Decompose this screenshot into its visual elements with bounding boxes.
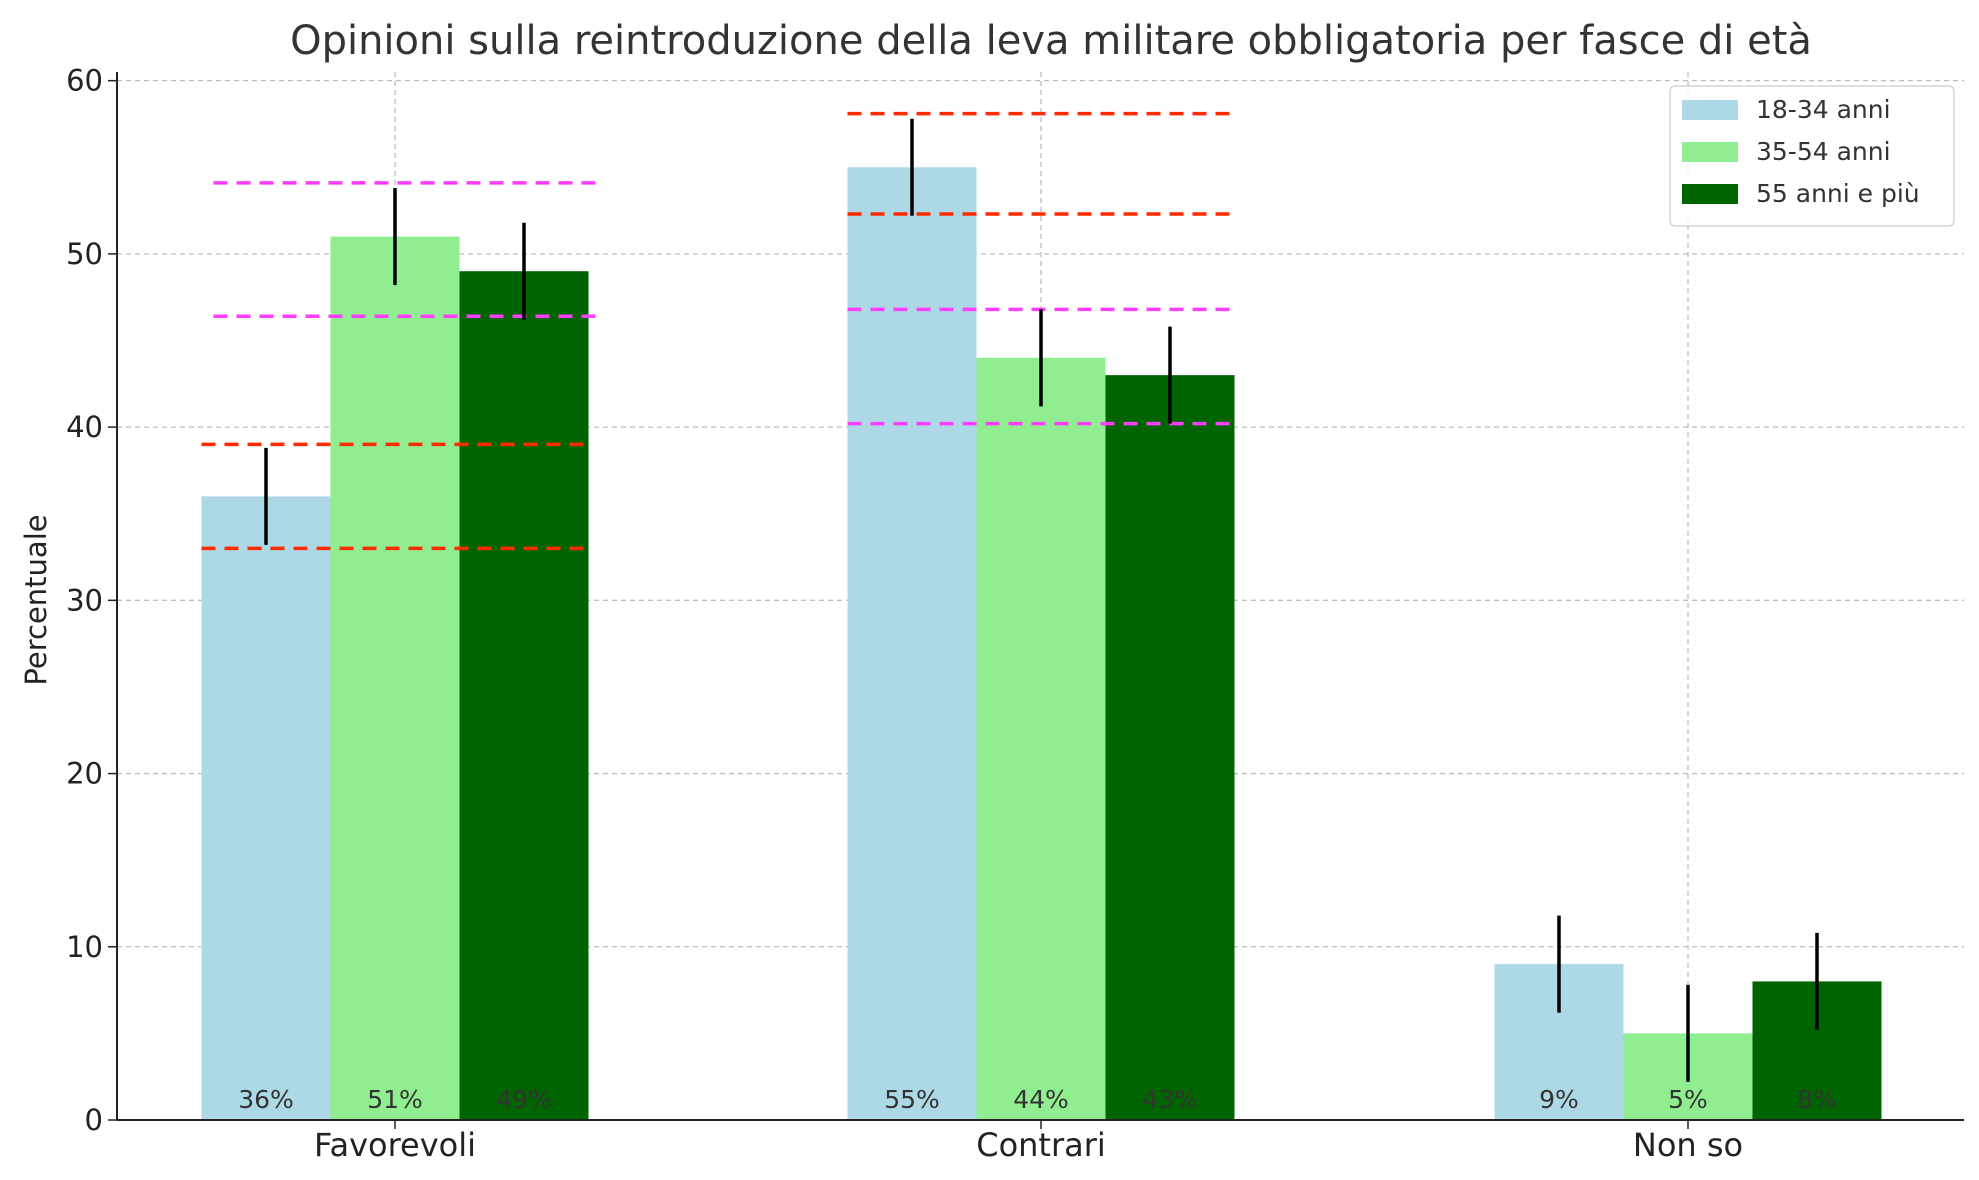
legend-label: 35-54 anni [1756,137,1891,166]
data-label: 5% [1668,1085,1708,1114]
legend-swatch [1682,142,1738,162]
data-label: 49% [496,1085,552,1114]
data-label: 36% [238,1085,294,1114]
bar [330,236,460,1120]
bar [1105,375,1235,1120]
data-label: 44% [1013,1085,1069,1114]
legend: 18-34 anni 35-54 anni 55 anni e più [1669,85,1955,227]
x-tick-label: Contrari [976,1126,1106,1164]
bar [201,496,331,1120]
y-tick-label: 10 [66,930,103,964]
chart-title: Opinioni sulla reintroduzione della leva… [290,18,1812,64]
y-tick-label: 40 [66,410,103,444]
error-bars [264,118,1819,1082]
y-tick-label: 30 [66,583,103,617]
legend-swatch [1682,100,1738,120]
bar [976,357,1106,1120]
data-label: 55% [884,1085,940,1114]
y-tick-label: 60 [66,64,103,98]
legend-box [1669,85,1955,227]
y-tick-label: 50 [66,237,103,271]
y-tick-label: 20 [66,757,103,791]
data-label: 43% [1142,1085,1198,1114]
legend-swatch [1682,184,1738,204]
y-axis-label: Percentuale [19,514,53,685]
legend-label: 18-34 anni [1756,95,1891,124]
legend-label: 55 anni e più [1756,179,1920,208]
bars [201,167,1882,1121]
bar [847,167,977,1121]
axes: 0 10 20 30 40 50 60 Favorevoli Contrari Non so [66,64,1964,1164]
bar [459,271,589,1120]
data-labels: 36% 55% 9% 51% 44% 5% 49% 43% 8% [238,1085,1837,1114]
data-label: 8% [1797,1085,1837,1114]
data-label: 9% [1539,1085,1579,1114]
data-label: 51% [367,1085,423,1114]
y-tick-label: 0 [85,1103,103,1137]
x-tick-label: Favorevoli [314,1126,476,1164]
x-tick-label: Non so [1633,1126,1743,1164]
